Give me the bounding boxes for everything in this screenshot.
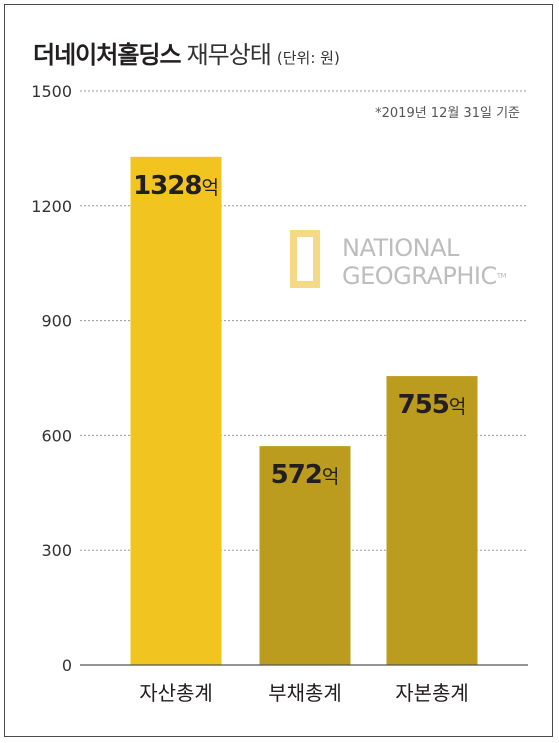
x-category-label: 부채총계: [268, 681, 342, 705]
logo-line2: GEOGRAPHIC: [342, 262, 497, 290]
data-label: 755억: [398, 390, 467, 420]
logo-line1: NATIONAL: [342, 234, 459, 262]
data-label: 1328억: [133, 171, 219, 201]
bar: [259, 446, 351, 665]
national-geographic-logo: NATIONAL GEOGRAPHICTM: [290, 230, 520, 296]
title-sub: 재무상태: [186, 41, 272, 69]
y-tick-label: 900: [41, 312, 72, 331]
logo-tm: TM: [496, 272, 507, 280]
bar: [386, 376, 478, 665]
x-category-label: 자산총계: [139, 681, 213, 705]
data-label: 572억: [271, 460, 340, 490]
y-tick-label: 300: [41, 541, 72, 560]
date-note: *2019년 12월 31일 기준: [375, 106, 520, 121]
y-tick-label: 1200: [31, 197, 72, 216]
y-tick-label: 600: [41, 426, 72, 445]
chart-title: 더네이처홀딩스 재무상태 (단위: 원): [33, 35, 340, 70]
y-tick-label: 1500: [31, 82, 72, 101]
logo-text: NATIONAL GEOGRAPHICTM: [342, 234, 507, 290]
unit-label: (단위: 원): [276, 49, 340, 67]
yellow-border-icon: [290, 230, 320, 288]
x-category-label: 자본총계: [395, 681, 469, 705]
bar: [130, 156, 222, 665]
title-main: 더네이처홀딩스: [33, 41, 182, 69]
y-tick-label: 0: [62, 656, 72, 675]
